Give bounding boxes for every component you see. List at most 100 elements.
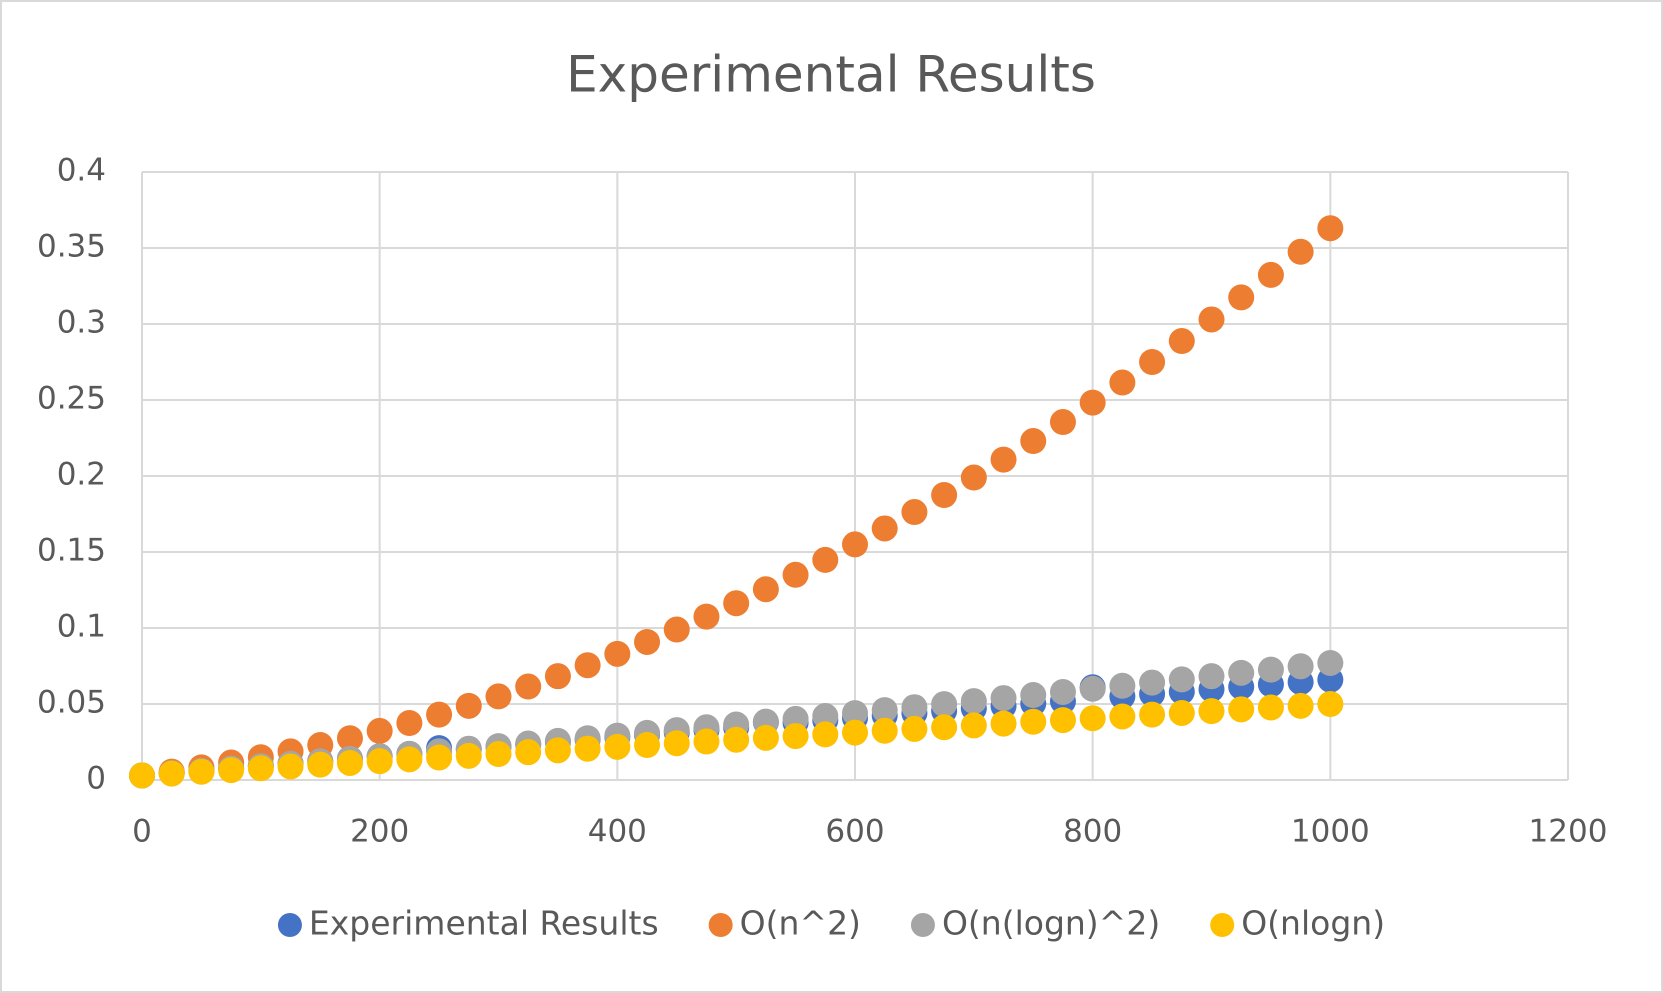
legend-marker (708, 913, 733, 937)
marker (1020, 682, 1047, 709)
marker (842, 531, 868, 558)
x-tick-label: 200 (350, 814, 409, 850)
marker (960, 464, 987, 491)
marker (396, 710, 423, 736)
marker (1139, 701, 1166, 728)
marker (842, 719, 868, 746)
marker (812, 703, 839, 730)
marker (1198, 698, 1225, 725)
marker (1228, 659, 1255, 686)
marker (455, 742, 482, 769)
marker (1049, 409, 1076, 436)
marker (188, 758, 215, 785)
marker (1109, 672, 1136, 699)
y-tick-label: 0.1 (57, 609, 106, 645)
legend-marker (277, 913, 302, 937)
marker (931, 714, 958, 741)
marker (1109, 703, 1136, 730)
marker (931, 691, 958, 718)
marker (812, 721, 839, 748)
marker (1109, 369, 1136, 396)
legend-label: Experimental Results (309, 904, 659, 943)
y-tick-label: 0.25 (37, 381, 106, 417)
marker (1317, 691, 1344, 717)
marker (129, 762, 155, 789)
marker (871, 717, 898, 744)
marker (1168, 699, 1195, 726)
marker (277, 753, 304, 780)
marker (782, 723, 809, 750)
marker (752, 724, 779, 751)
marker (634, 628, 661, 655)
marker (871, 515, 898, 542)
marker (218, 757, 245, 784)
marker (485, 741, 512, 768)
y-tick-label: 0.3 (57, 305, 106, 341)
marker (723, 726, 750, 753)
x-tick-label: 1200 (1529, 814, 1608, 850)
marker (901, 694, 928, 721)
marker (426, 744, 453, 771)
marker (247, 755, 274, 782)
marker (1020, 428, 1047, 455)
marker (1317, 649, 1344, 676)
marker (455, 692, 482, 719)
marker (1287, 238, 1314, 265)
marker (574, 735, 601, 762)
marker (634, 732, 661, 759)
y-tick-label: 0.2 (57, 457, 106, 493)
marker (1168, 328, 1195, 355)
x-tick-label: 0 (132, 814, 152, 850)
legend: Experimental Results O(n^2) O(n(logn)^2) O(… (277, 904, 1385, 943)
legend-marker (910, 913, 935, 937)
marker (1287, 692, 1314, 719)
x-tick-label: 1000 (1291, 814, 1370, 850)
marker (782, 561, 809, 588)
marker (663, 616, 690, 643)
marker (812, 546, 839, 573)
marker (336, 725, 363, 752)
legend-label: O(n(logn)^2) (942, 904, 1160, 943)
x-tick-label: 600 (825, 814, 884, 850)
marker (1020, 708, 1047, 735)
legend-label: O(nlogn) (1241, 904, 1385, 943)
marker (604, 640, 631, 667)
marker (1198, 306, 1225, 333)
marker (1139, 669, 1166, 696)
marker (574, 652, 601, 679)
marker (960, 712, 987, 739)
marker (871, 697, 898, 724)
marker (366, 748, 393, 775)
x-tick-label: 400 (588, 814, 647, 850)
marker (752, 576, 779, 603)
marker (901, 499, 928, 526)
y-tick-label: 0.35 (37, 229, 106, 265)
marker (426, 701, 453, 728)
marker (990, 446, 1017, 473)
marker (693, 603, 720, 630)
marker (990, 685, 1017, 712)
marker (307, 751, 334, 778)
marker (544, 737, 571, 764)
marker (396, 746, 423, 773)
marker (990, 710, 1017, 737)
marker (1198, 663, 1225, 690)
x-tick-label: 800 (1063, 814, 1122, 850)
marker (960, 688, 987, 715)
marker (366, 717, 393, 744)
marker (485, 683, 512, 710)
marker (1317, 215, 1344, 242)
marker (1168, 666, 1195, 693)
marker (1139, 349, 1166, 375)
legend-marker (1210, 913, 1235, 937)
marker (842, 700, 868, 727)
y-tick-label: 0.05 (37, 685, 106, 721)
marker (1079, 705, 1106, 732)
marker (723, 590, 750, 617)
marker (693, 728, 720, 755)
marker (604, 733, 631, 760)
marker (1228, 284, 1255, 311)
y-tick-label: 0.15 (37, 533, 106, 569)
marker (901, 715, 928, 742)
